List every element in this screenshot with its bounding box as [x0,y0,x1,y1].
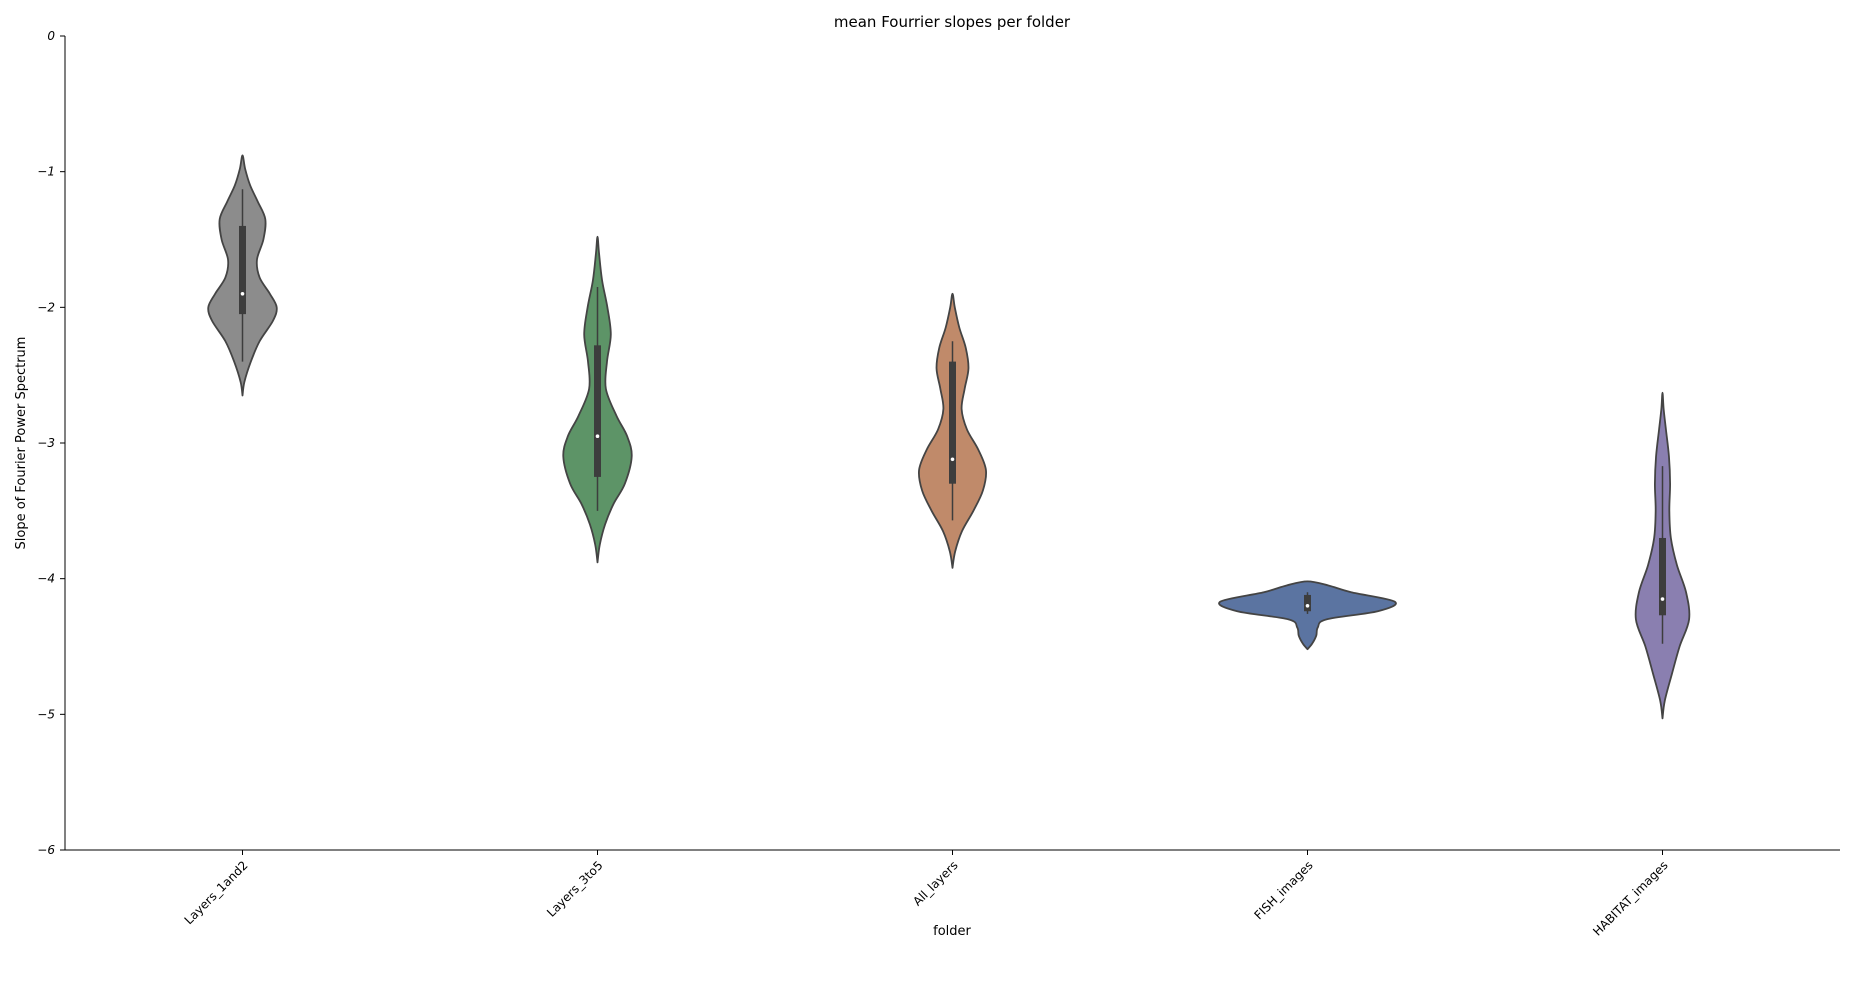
violin-median-point [950,457,955,462]
x-tick-label: HABITAT_images [1590,858,1670,938]
chart-title: mean Fourrier slopes per folder [834,13,1071,31]
x-axis-label: folder [933,924,971,939]
violin-iqr-box [1659,537,1666,616]
x-tick-label: Layers_3to5 [544,858,606,920]
y-tick-label: −1 [37,165,55,179]
violin-median-point [240,291,245,296]
violin-iqr-box [594,345,601,477]
violin-body [1218,580,1397,651]
y-tick-label: −5 [37,707,55,721]
violin-FISH_images [1218,580,1397,651]
y-tick-label: −2 [37,300,55,314]
violin-iqr-box [1304,594,1311,612]
violin-Layers_1and2 [207,154,278,397]
y-tick-label: −3 [37,436,55,450]
violin-HABITAT_images [1634,391,1691,720]
violin-All_layers [917,292,988,569]
y-axis-label: Slope of Fourier Power Spectrum [14,337,29,550]
violins-group [207,154,1691,720]
violin-iqr-box [239,225,246,315]
violin-median-point [595,434,600,439]
violin-median-point [1660,597,1665,601]
y-axis: 0 −1 −2 −3 −4 −5 −6 [37,29,66,857]
violin-iqr-box [949,361,956,484]
y-tick-label: −6 [37,843,55,857]
x-tick-label: All_layers [910,858,960,908]
violin-Layers_3to5 [562,235,633,564]
x-tick-label: FISH_images [1251,858,1315,922]
y-tick-label: 0 [47,29,55,43]
y-tick-label: −4 [37,572,55,586]
x-tick-label: Layers_1and2 [182,858,251,927]
violin-median-point [1305,604,1310,608]
